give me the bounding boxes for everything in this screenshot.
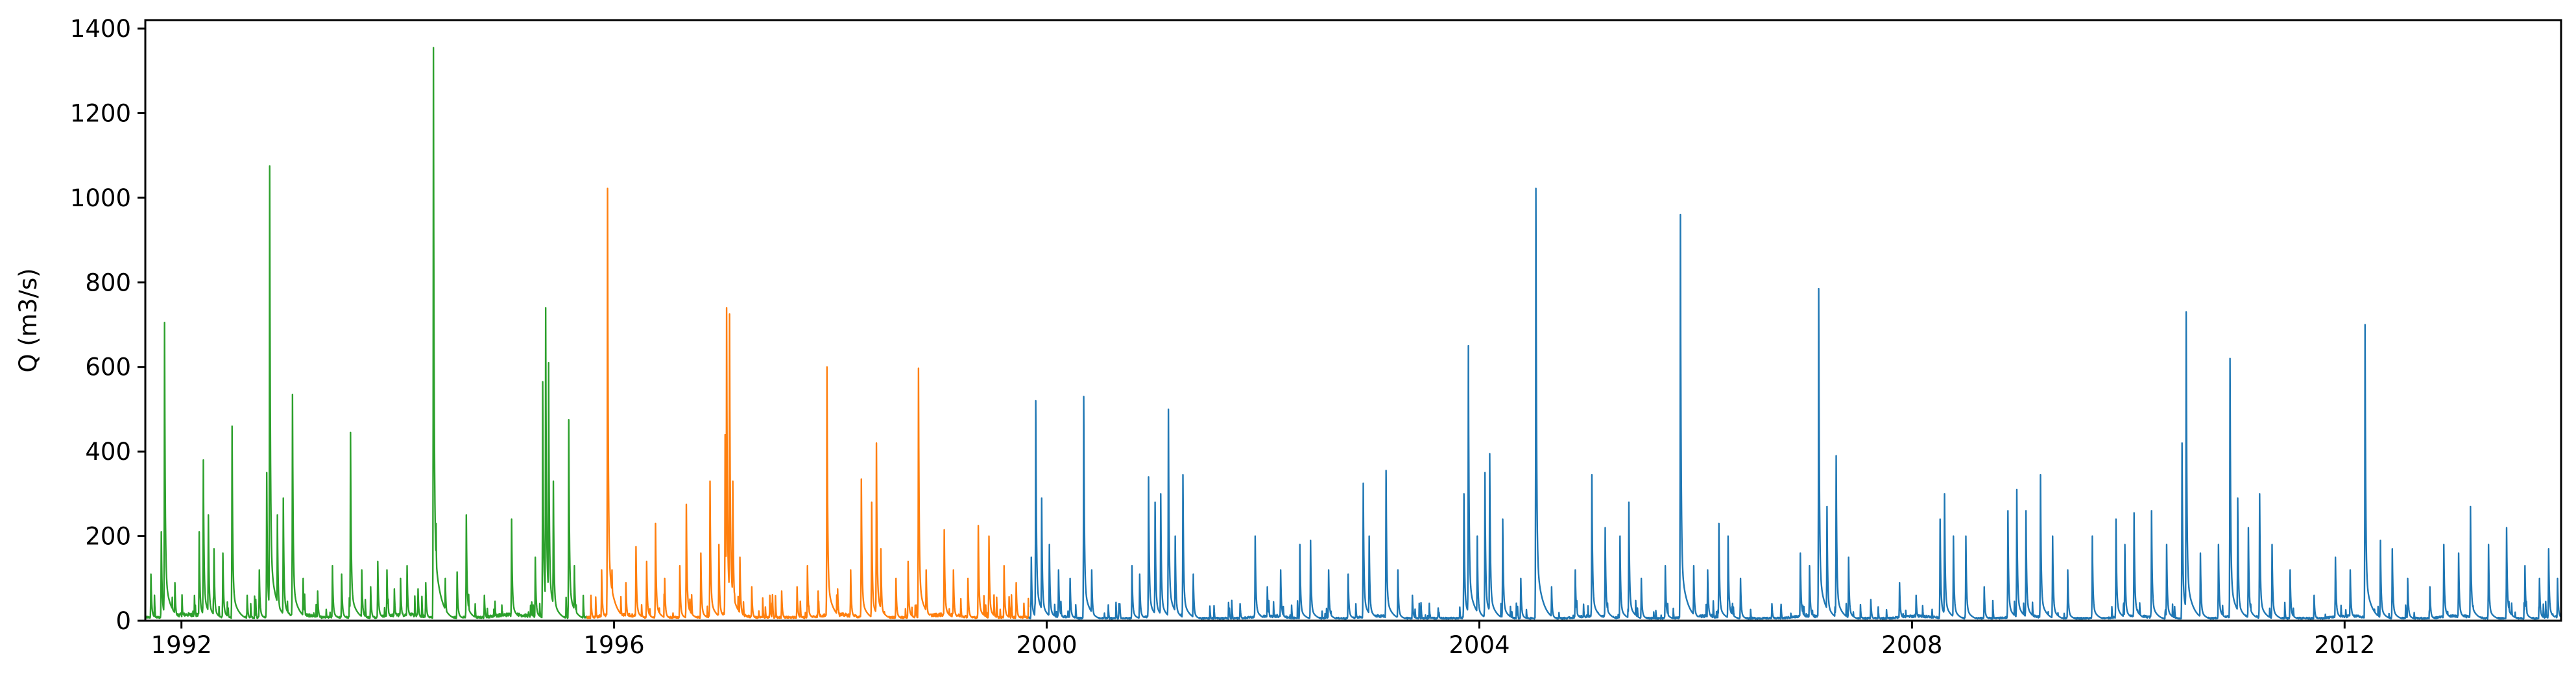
y-axis: 0 200 400 600 800 1000 1200 1400	[70, 15, 145, 635]
y-tick-label: 0	[115, 607, 131, 635]
series-layer	[144, 47, 2562, 620]
y-tick-label: 1000	[70, 184, 131, 212]
y-tick-label: 1200	[70, 99, 131, 127]
y-tick-label: 800	[85, 269, 131, 296]
plot-frame	[144, 19, 2562, 622]
y-tick-label: 200	[85, 523, 131, 551]
y-tick-label: 400	[85, 438, 131, 466]
series-line-1	[586, 187, 1029, 619]
y-axis-label: Q (m3/s)	[14, 268, 42, 372]
x-tick-label: 2000	[1016, 631, 1077, 659]
x-axis: 1992 1996 2000 2004 2008 2012	[151, 621, 2375, 659]
x-tick-label: 2004	[1449, 631, 1510, 659]
x-tick-label: 1992	[151, 631, 212, 659]
series-line-2	[1028, 187, 2562, 620]
y-tick-label: 1400	[70, 15, 131, 43]
x-tick-label: 1996	[584, 631, 645, 659]
x-tick-label: 2012	[2314, 631, 2375, 659]
x-tick-label: 2008	[1881, 631, 1942, 659]
y-tick-label: 600	[85, 353, 131, 381]
series-line-0	[144, 47, 588, 619]
